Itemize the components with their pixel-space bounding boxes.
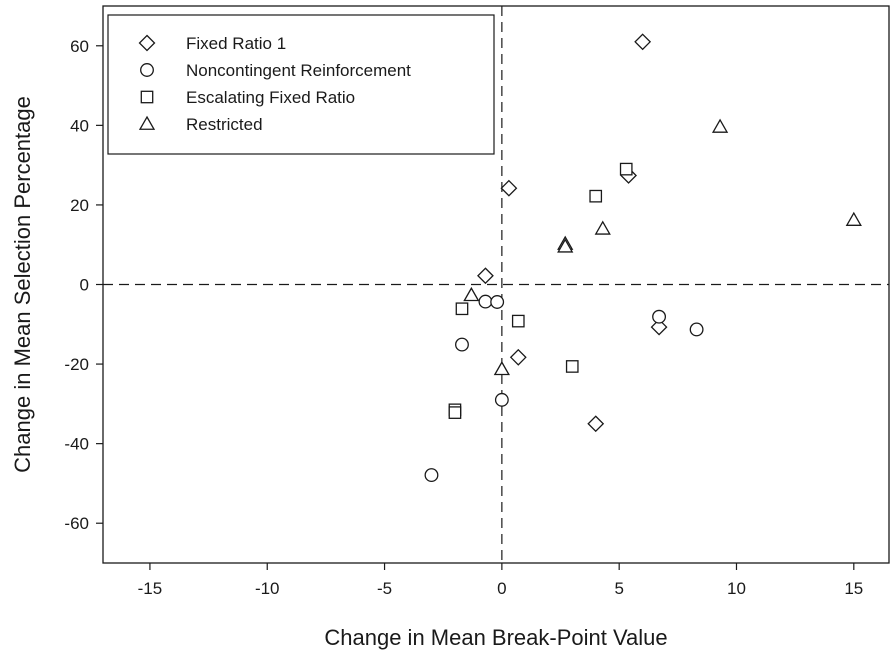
x-tick-label: 10 — [727, 579, 746, 598]
legend-label: Noncontingent Reinforcement — [186, 61, 411, 80]
data-point-diamond — [500, 179, 518, 197]
data-point-square — [448, 406, 462, 419]
data-point-square — [455, 302, 469, 316]
reference-lines — [103, 6, 889, 563]
y-tick-label: 40 — [70, 116, 89, 135]
x-tick-label: -5 — [377, 579, 392, 598]
data-point-triangle — [557, 238, 574, 253]
y-tick-label: 20 — [70, 196, 89, 215]
data-point-square — [589, 189, 603, 203]
legend-box — [107, 14, 495, 155]
x-tick-label: 15 — [844, 579, 863, 598]
series-triangle — [463, 118, 862, 376]
data-point-triangle — [594, 220, 611, 235]
legend-label: Fixed Ratio 1 — [186, 34, 286, 53]
data-point-triangle — [711, 118, 729, 133]
x-tick-label: 5 — [614, 579, 623, 598]
y-axis-title: Change in Mean Selection Percentage — [10, 96, 35, 473]
data-point-triangle — [463, 286, 480, 302]
legend-marker-circle — [140, 63, 154, 77]
data-point-diamond — [477, 267, 494, 285]
y-tick-label: -20 — [64, 355, 89, 374]
legend-marker-diamond — [138, 34, 156, 52]
data-point-circle — [424, 468, 439, 483]
data-point-triangle — [845, 211, 862, 226]
data-point-diamond — [587, 415, 605, 433]
data-point-circle — [455, 337, 469, 352]
x-tick-label: -15 — [138, 579, 163, 598]
data-point-circle — [689, 322, 704, 337]
legend-label: Restricted — [186, 115, 263, 134]
y-axis-ticks: -60 -40 -20 0 20 40 60 — [64, 37, 103, 533]
x-tick-label: -10 — [255, 579, 280, 598]
legend: Fixed Ratio 1 Noncontingent Reinforcement… — [107, 14, 495, 155]
x-axis-title: Change in Mean Break-Point Value — [324, 625, 667, 650]
data-point-square — [511, 314, 525, 328]
data-point-circle — [652, 309, 667, 324]
legend-marker-square — [140, 90, 154, 104]
x-tick-label: 0 — [497, 579, 506, 598]
data-point-square — [619, 162, 633, 176]
y-tick-label: -60 — [64, 514, 89, 533]
data-point-diamond — [509, 348, 527, 366]
y-tick-label: -40 — [64, 435, 89, 454]
data-point-triangle — [493, 360, 510, 376]
x-axis-ticks: -15 -10 -5 0 5 10 15 — [138, 563, 863, 598]
data-point-circle — [494, 392, 509, 407]
data-point-diamond — [650, 318, 668, 336]
data-point-circle — [478, 294, 493, 309]
y-tick-label: 60 — [70, 37, 89, 56]
data-point-square — [565, 360, 579, 373]
y-tick-label: 0 — [80, 276, 89, 295]
data-points — [424, 33, 862, 483]
data-point-circle — [490, 295, 505, 309]
series-circle — [424, 294, 704, 483]
legend-marker-triangle — [138, 115, 156, 130]
data-point-diamond — [634, 33, 652, 51]
legend-label: Escalating Fixed Ratio — [186, 88, 355, 107]
series-square — [448, 162, 633, 419]
